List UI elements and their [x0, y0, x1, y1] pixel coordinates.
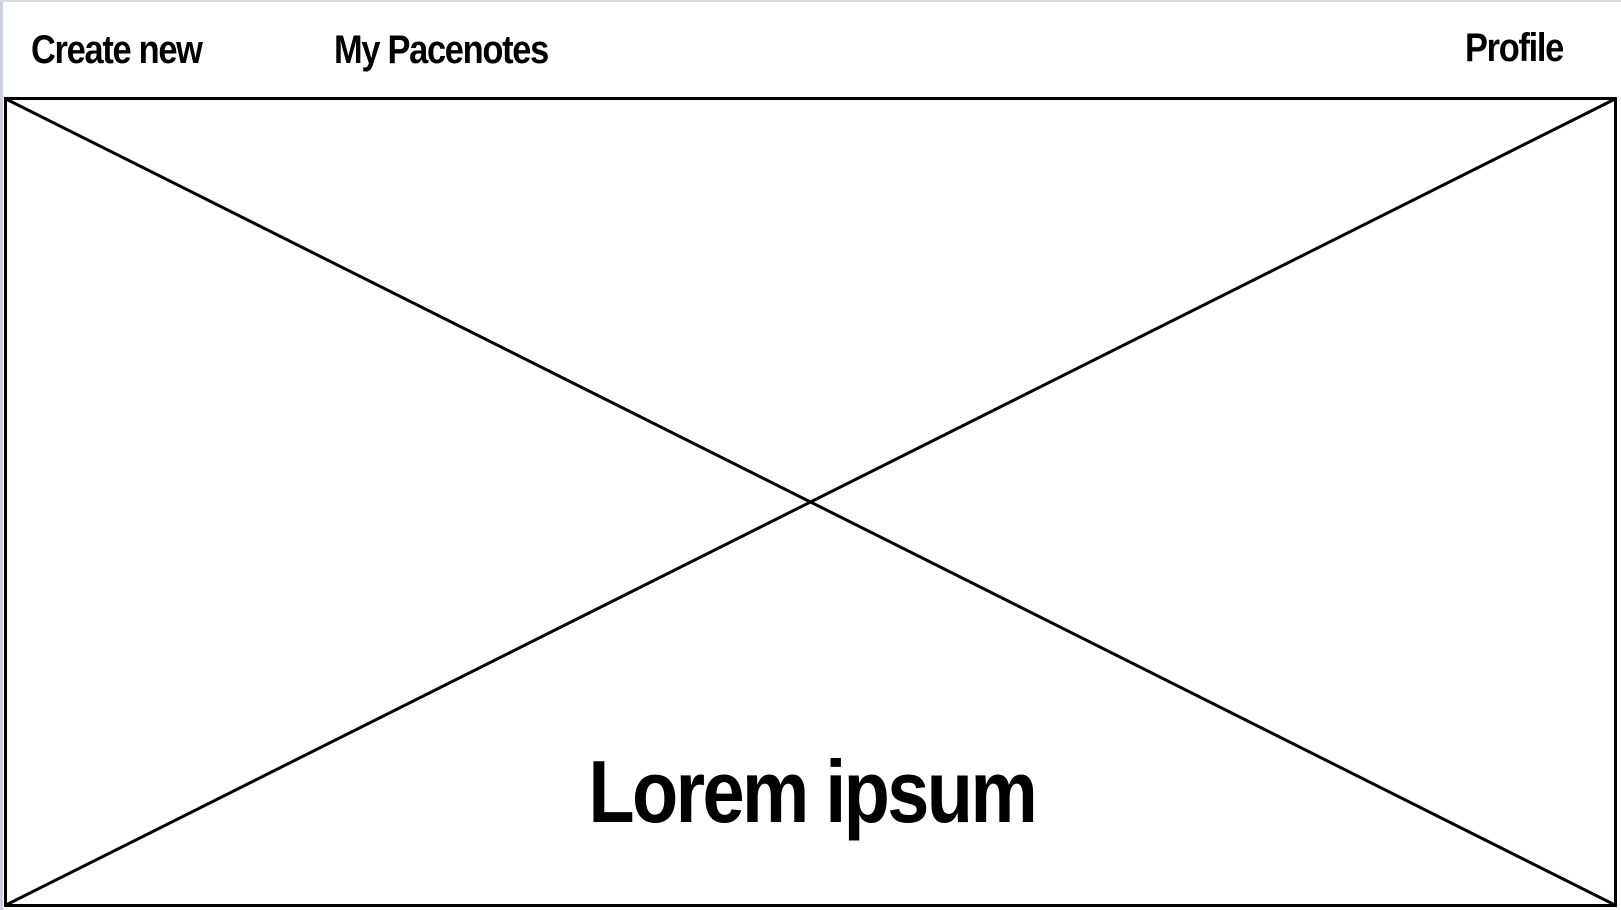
placeholder-diagonal-up	[5, 97, 1616, 907]
nav-create-new-link[interactable]: Create new	[31, 28, 203, 72]
page-edge-left	[0, 0, 3, 910]
nav-profile-link[interactable]: Profile	[1465, 26, 1564, 70]
hero-title: Lorem ipsum	[4, 742, 1617, 842]
hero-image-placeholder: Lorem ipsum	[4, 97, 1617, 907]
page-edge-top	[0, 0, 1621, 2]
image-placeholder-icon	[4, 97, 1617, 907]
nav-my-pacenotes-link[interactable]: My Pacenotes	[334, 28, 549, 72]
hero-title-text: Lorem ipsum	[588, 742, 1038, 841]
placeholder-frame	[4, 97, 1617, 907]
